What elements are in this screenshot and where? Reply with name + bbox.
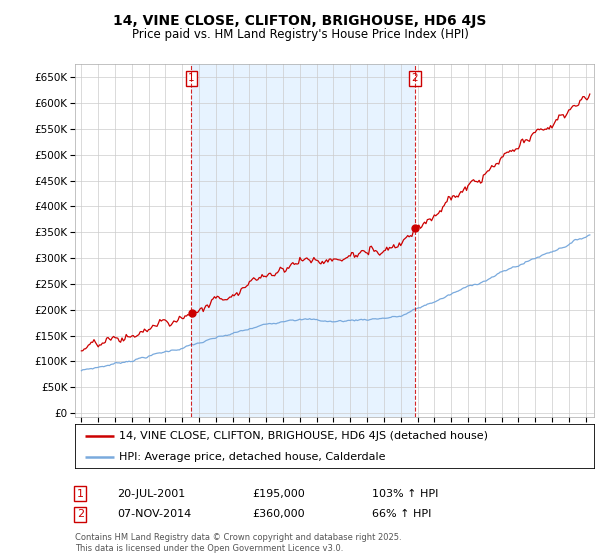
Text: 2: 2 [77, 509, 84, 519]
Bar [191, 64, 415, 417]
Text: £360,000: £360,000 [252, 509, 305, 519]
Text: 103% ↑ HPI: 103% ↑ HPI [372, 489, 439, 499]
Text: Price paid vs. HM Land Registry's House Price Index (HPI): Price paid vs. HM Land Registry's House … [131, 28, 469, 41]
Text: 66% ↑ HPI: 66% ↑ HPI [372, 509, 431, 519]
Text: 2: 2 [412, 73, 418, 83]
Text: £195,000: £195,000 [252, 489, 305, 499]
Text: 07-NOV-2014: 07-NOV-2014 [117, 509, 191, 519]
Text: 14, VINE CLOSE, CLIFTON, BRIGHOUSE, HD6 4JS (detached house): 14, VINE CLOSE, CLIFTON, BRIGHOUSE, HD6 … [119, 431, 488, 441]
Text: 20-JUL-2001: 20-JUL-2001 [117, 489, 185, 499]
Text: Contains HM Land Registry data © Crown copyright and database right 2025.
This d: Contains HM Land Registry data © Crown c… [75, 533, 401, 553]
Text: 1: 1 [77, 489, 84, 499]
Text: 1: 1 [188, 73, 195, 83]
Text: HPI: Average price, detached house, Calderdale: HPI: Average price, detached house, Cald… [119, 452, 386, 461]
Text: 14, VINE CLOSE, CLIFTON, BRIGHOUSE, HD6 4JS: 14, VINE CLOSE, CLIFTON, BRIGHOUSE, HD6 … [113, 14, 487, 28]
